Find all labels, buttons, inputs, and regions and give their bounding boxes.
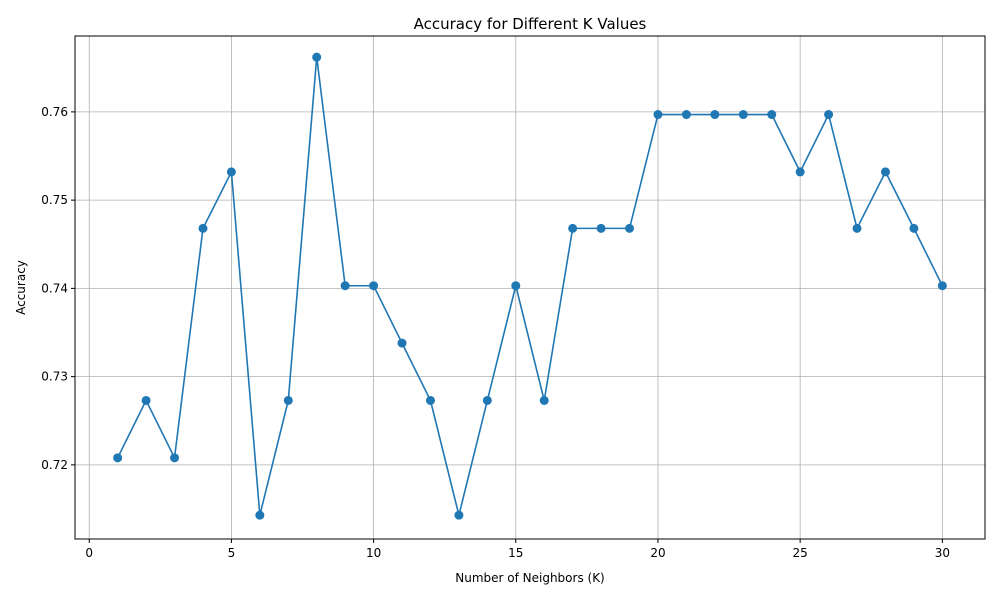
y-tick-label: 0.75 <box>41 193 68 207</box>
data-point <box>454 510 464 520</box>
data-point <box>710 110 720 120</box>
data-point <box>596 223 606 233</box>
data-point <box>170 453 180 463</box>
data-point <box>255 510 265 520</box>
y-tick-label: 0.72 <box>41 458 68 472</box>
data-point <box>340 281 350 291</box>
data-point <box>113 453 123 463</box>
x-tick-label: 15 <box>508 546 523 560</box>
y-axis-label: Accuracy <box>14 260 28 315</box>
data-point <box>937 281 947 291</box>
grid-lines <box>75 36 985 539</box>
x-tick-label: 5 <box>228 546 236 560</box>
data-point <box>141 395 151 405</box>
data-point <box>880 167 890 177</box>
y-axis-ticks: 0.72 0.73 0.74 0.75 0.76 <box>41 105 75 472</box>
data-point <box>283 395 293 405</box>
data-point <box>824 110 834 120</box>
data-point <box>681 110 691 120</box>
data-point <box>511 281 521 291</box>
y-tick-label: 0.74 <box>41 281 68 295</box>
x-tick-label: 10 <box>366 546 381 560</box>
data-point <box>539 395 549 405</box>
data-point <box>795 167 805 177</box>
data-point <box>738 110 748 120</box>
x-tick-label: 20 <box>650 546 665 560</box>
data-point <box>397 338 407 348</box>
data-point <box>482 395 492 405</box>
data-point <box>226 167 236 177</box>
data-point <box>425 395 435 405</box>
data-point <box>767 110 777 120</box>
chart-title: Accuracy for Different K Values <box>414 15 647 33</box>
x-axis-label: Number of Neighbors (K) <box>455 571 605 585</box>
x-tick-label: 30 <box>935 546 950 560</box>
data-series <box>113 52 947 520</box>
data-point <box>653 110 663 120</box>
y-tick-label: 0.76 <box>41 105 68 119</box>
y-tick-label: 0.73 <box>41 370 68 384</box>
plot-frame <box>74 35 986 540</box>
data-point <box>568 223 578 233</box>
x-tick-label: 0 <box>85 546 93 560</box>
data-point <box>625 223 635 233</box>
data-point <box>852 223 862 233</box>
data-point <box>909 223 919 233</box>
x-tick-label: 25 <box>793 546 808 560</box>
x-axis-ticks: 0 5 10 15 20 25 30 <box>85 539 950 560</box>
data-point <box>312 52 322 62</box>
data-point <box>198 223 208 233</box>
data-point <box>369 281 379 291</box>
accuracy-line <box>116 57 944 516</box>
